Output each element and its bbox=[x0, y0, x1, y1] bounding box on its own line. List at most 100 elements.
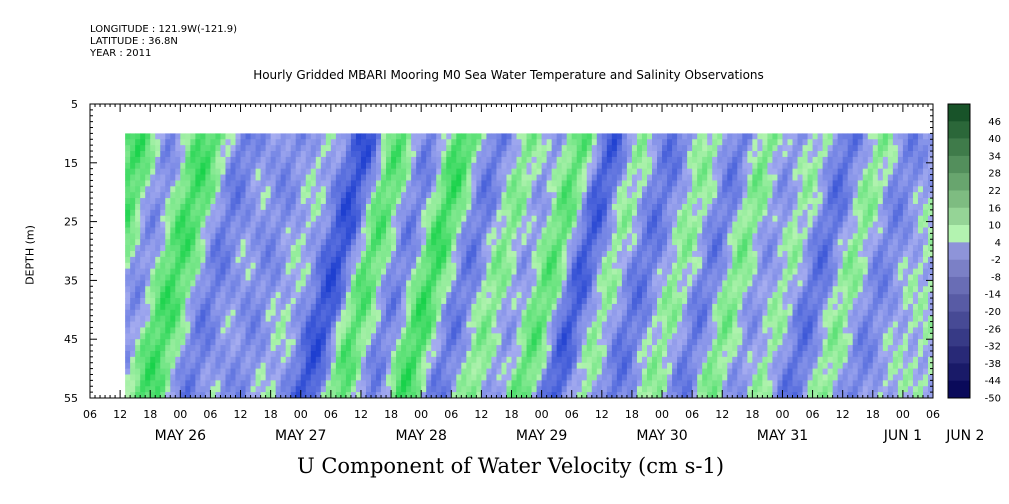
heatmap-cell bbox=[406, 368, 412, 375]
heatmap-cell bbox=[135, 298, 141, 305]
heatmap-cell bbox=[416, 174, 422, 181]
heatmap-cell bbox=[240, 292, 246, 299]
heatmap-cell bbox=[626, 321, 633, 328]
heatmap-cell bbox=[646, 274, 653, 281]
heatmap-cell bbox=[521, 233, 527, 240]
heatmap-cell bbox=[556, 339, 563, 346]
heatmap-cell bbox=[456, 356, 462, 364]
heatmap-cell bbox=[471, 374, 477, 381]
heatmap-cell bbox=[300, 227, 307, 234]
heatmap-cell bbox=[150, 245, 156, 252]
heatmap-cell bbox=[541, 209, 548, 217]
heatmap-cell bbox=[290, 315, 297, 322]
heatmap-cell bbox=[581, 145, 588, 152]
heatmap-cell bbox=[621, 309, 628, 317]
heatmap-cell bbox=[165, 162, 171, 170]
heatmap-cell bbox=[546, 268, 553, 275]
heatmap-cell bbox=[586, 339, 593, 346]
heatmap-cell bbox=[340, 245, 347, 252]
heatmap-cell bbox=[165, 309, 171, 317]
heatmap-cell bbox=[411, 233, 417, 240]
heatmap-cell bbox=[491, 198, 497, 205]
heatmap-cell bbox=[210, 321, 216, 328]
heatmap-cell bbox=[140, 262, 146, 270]
heatmap-cell bbox=[265, 239, 272, 246]
heatmap-cell bbox=[300, 286, 307, 293]
heatmap-cell bbox=[586, 174, 593, 181]
heatmap-cell bbox=[521, 392, 527, 399]
heatmap-cell bbox=[556, 368, 563, 375]
heatmap-cell bbox=[180, 198, 186, 205]
heatmap-cell bbox=[125, 309, 131, 317]
heatmap-cell bbox=[360, 345, 367, 352]
heatmap-cell bbox=[396, 339, 402, 346]
heatmap-cell bbox=[571, 298, 578, 305]
heatmap-cell bbox=[646, 374, 653, 381]
heatmap-cell bbox=[526, 245, 532, 252]
heatmap-cell bbox=[220, 133, 226, 140]
heatmap-cell bbox=[601, 386, 608, 393]
heatmap-cell bbox=[566, 180, 573, 187]
heatmap-cell bbox=[531, 315, 537, 322]
heatmap-cell bbox=[125, 280, 131, 287]
heatmap-cell bbox=[185, 174, 191, 181]
heatmap-cell bbox=[436, 274, 442, 281]
heatmap-cell bbox=[672, 386, 678, 393]
heatmap-cell bbox=[391, 215, 397, 222]
heatmap-cell bbox=[315, 303, 322, 311]
heatmap-cell bbox=[466, 203, 472, 211]
heatmap-cell bbox=[471, 209, 477, 217]
heatmap-cell bbox=[511, 145, 517, 152]
heatmap-cell bbox=[662, 251, 668, 258]
heatmap-cell bbox=[667, 174, 673, 181]
heatmap-cell bbox=[406, 315, 412, 322]
heatmap-cell bbox=[551, 368, 558, 375]
heatmap-cell bbox=[260, 292, 267, 299]
heatmap-cell bbox=[275, 321, 282, 328]
heatmap-cell bbox=[641, 168, 648, 175]
heatmap-cell bbox=[491, 221, 497, 228]
heatmap-cell bbox=[270, 168, 277, 175]
heatmap-cell bbox=[175, 168, 181, 175]
heatmap-cell bbox=[441, 180, 447, 187]
heatmap-cell bbox=[280, 374, 287, 381]
heatmap-cell bbox=[355, 203, 362, 211]
heatmap-cell bbox=[325, 339, 332, 346]
heatmap-cell bbox=[305, 286, 312, 293]
heatmap-cell bbox=[601, 339, 608, 346]
heatmap-cell bbox=[466, 303, 472, 311]
heatmap-cell bbox=[160, 362, 166, 369]
heatmap-cell bbox=[436, 321, 442, 328]
heatmap-cell bbox=[586, 139, 593, 146]
heatmap-cell bbox=[451, 256, 457, 264]
heatmap-cell bbox=[285, 315, 292, 322]
heatmap-cell bbox=[185, 321, 191, 328]
heatmap-cell bbox=[185, 239, 191, 246]
heatmap-cell bbox=[416, 245, 422, 252]
heatmap-cell bbox=[260, 256, 267, 264]
heatmap-cell bbox=[160, 221, 166, 228]
heatmap-cell bbox=[576, 209, 583, 217]
heatmap-cell bbox=[491, 233, 497, 240]
heatmap-cell bbox=[501, 280, 507, 287]
heatmap-cell bbox=[401, 327, 407, 334]
heatmap-cell bbox=[421, 162, 427, 170]
heatmap-cell bbox=[305, 168, 312, 175]
heatmap-cell bbox=[652, 309, 658, 317]
heatmap-cell bbox=[466, 233, 472, 240]
heatmap-cell bbox=[310, 386, 317, 393]
heatmap-cell bbox=[310, 380, 317, 387]
heatmap-cell bbox=[456, 327, 462, 334]
heatmap-cell bbox=[551, 192, 558, 199]
heatmap-cell bbox=[406, 380, 412, 387]
heatmap-cell bbox=[220, 162, 226, 170]
heatmap-cell bbox=[220, 362, 226, 369]
heatmap-cell bbox=[672, 239, 678, 246]
heatmap-cell bbox=[546, 203, 553, 211]
heatmap-cell bbox=[566, 192, 573, 199]
heatmap-cell bbox=[581, 239, 588, 246]
heatmap-cell bbox=[641, 303, 648, 311]
heatmap-cell bbox=[616, 303, 623, 311]
heatmap-cell bbox=[672, 268, 678, 275]
heatmap-cell bbox=[250, 227, 256, 234]
